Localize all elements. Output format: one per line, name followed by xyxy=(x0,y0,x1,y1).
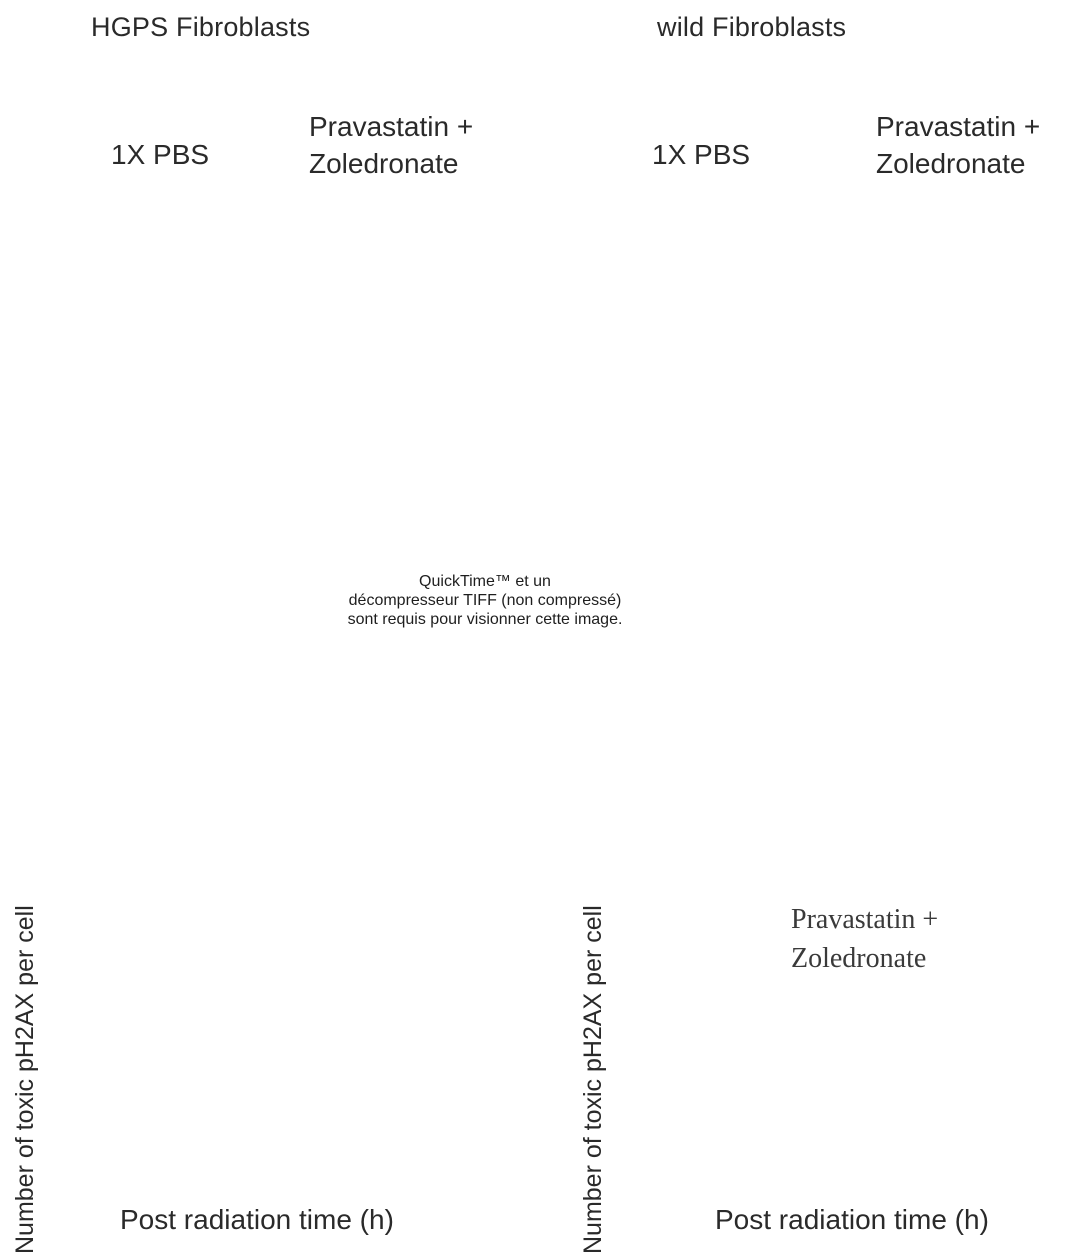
hgps-control-label: 1X PBS xyxy=(111,139,210,170)
wild-treatment-line2: Zoledronate xyxy=(876,148,1026,179)
right-chart-annotation: Pravastatin + Zoledronate xyxy=(791,900,938,978)
hgps-treatment-line2: Zoledronate xyxy=(309,148,459,179)
image-placeholder-message: QuickTime™ et un décompresseur TIFF (non… xyxy=(260,572,710,629)
right-chart-y-axis-label: Number of toxic pH2AX per cell xyxy=(579,905,607,1254)
hgps-treatment-label: Pravastatin + Zoledronate xyxy=(309,108,473,182)
wild-treatment-line1: Pravastatin + xyxy=(876,111,1041,142)
wild-control-label: 1X PBS xyxy=(652,139,751,170)
wild-panel-title: wild Fibroblasts xyxy=(657,12,847,42)
right-annotation-line1: Pravastatin + xyxy=(791,904,939,935)
placeholder-line-2: décompresseur TIFF (non compressé) xyxy=(348,592,622,609)
hgps-panel-title: HGPS Fibroblasts xyxy=(91,12,311,42)
left-chart-y-axis-label: Number of toxic pH2AX per cell xyxy=(11,905,39,1254)
right-chart-x-axis-label: Post radiation time (h) xyxy=(715,1204,989,1235)
placeholder-line-1: QuickTime™ et un xyxy=(419,573,551,590)
right-annotation-line2: Zoledronate xyxy=(791,943,927,974)
wild-treatment-label: Pravastatin + Zoledronate xyxy=(876,108,1040,182)
left-chart-x-axis-label: Post radiation time (h) xyxy=(120,1204,394,1235)
hgps-treatment-line1: Pravastatin + xyxy=(309,111,474,142)
placeholder-line-3: sont requis pour visionner cette image. xyxy=(347,611,623,628)
